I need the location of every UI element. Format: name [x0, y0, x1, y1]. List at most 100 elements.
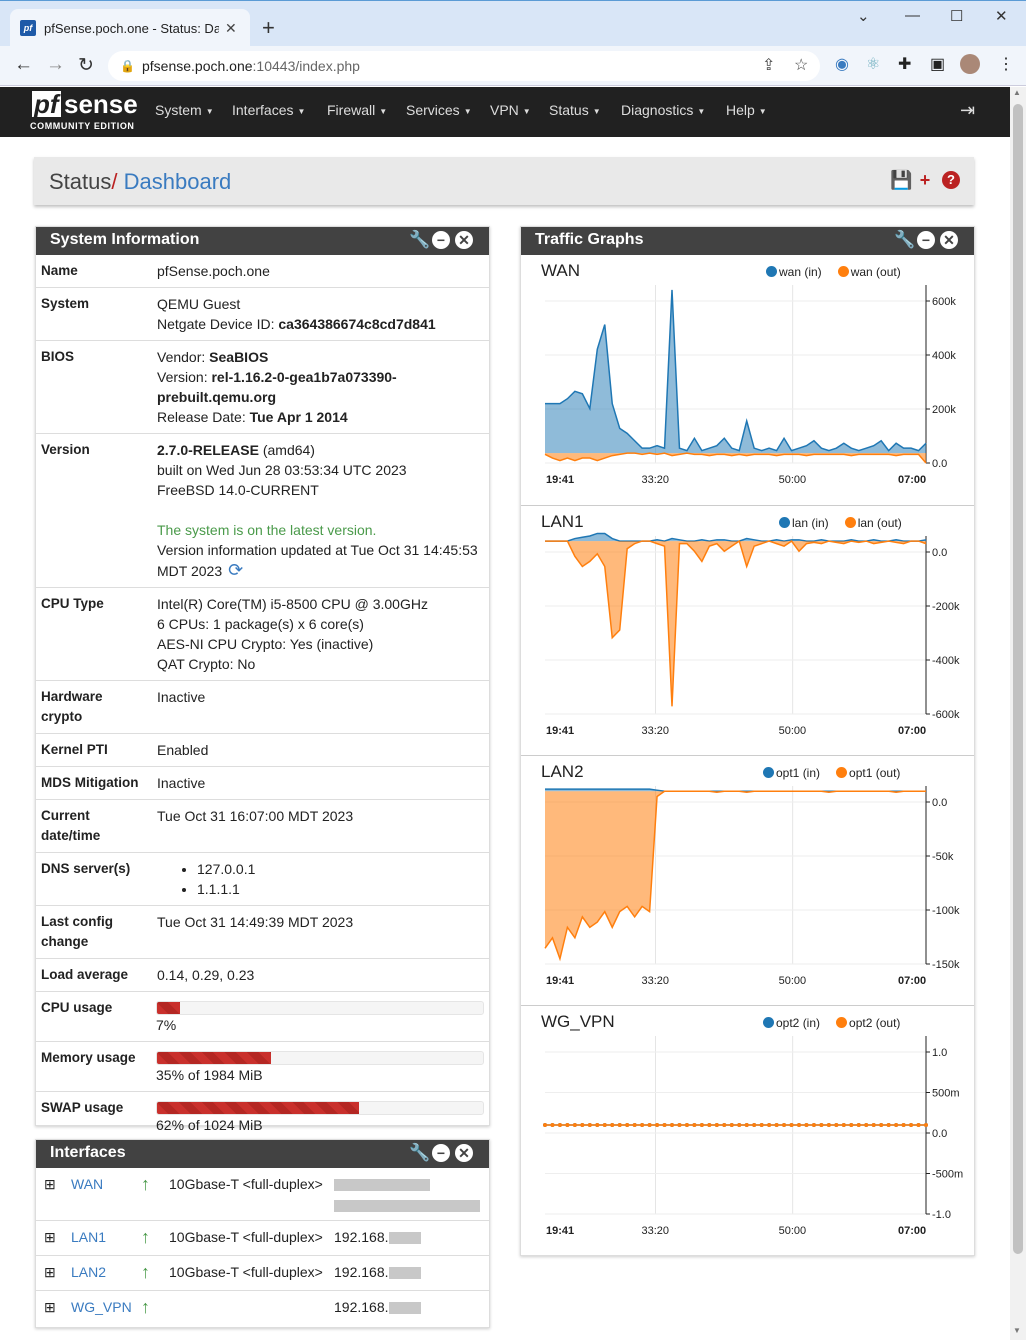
graph-wan: 600k 400k 200k 0.0 19:41 33:20 50:00 07:00 WAN …: [521, 255, 974, 505]
interface-media: 10Gbase-T <full-duplex>: [169, 1264, 323, 1280]
avatar[interactable]: [960, 54, 980, 74]
page-title[interactable]: Dashboard: [123, 169, 232, 194]
data-point: [699, 1123, 704, 1127]
new-tab-icon[interactable]: +: [262, 15, 275, 40]
y-tick-label: 500m: [932, 1088, 960, 1100]
breadcrumb-separator: /: [111, 169, 118, 194]
browser-tab[interactable]: pf pfSense.poch.one - Status: Dashb ✕: [10, 9, 250, 47]
minimize-icon[interactable]: —: [905, 7, 920, 24]
bookmark-star-icon[interactable]: ☆: [794, 57, 809, 74]
panel-title: Traffic Graphs: [535, 231, 644, 248]
cpu-usage-label: 7%: [156, 1017, 177, 1033]
data-point: [692, 1123, 697, 1127]
menu-help[interactable]: Help ▼: [726, 102, 767, 118]
extensions-puzzle-icon[interactable]: ✚: [898, 56, 912, 73]
row-value: 0.14, 0.29, 0.23: [157, 967, 255, 983]
legend-in[interactable]: wan (in): [766, 265, 822, 279]
row-value: Tue Oct 31 16:07:00 MDT 2023: [157, 808, 354, 824]
logout-icon[interactable]: ⇥: [960, 100, 976, 120]
menu-vpn[interactable]: VPN ▼: [490, 102, 531, 118]
graph-lan1: 0.0 -200k -400k -600k 19:41 33:20 50:00 07:00 L…: [521, 505, 974, 755]
in-line: [545, 289, 927, 452]
interface-link-wg-vpn[interactable]: WG_VPN: [71, 1299, 132, 1315]
menu-system[interactable]: System ▼: [155, 102, 214, 118]
share-icon[interactable]: ⇪: [762, 57, 776, 74]
minimize-panel-icon[interactable]: −: [917, 231, 935, 249]
save-icon[interactable]: 💾: [890, 170, 913, 190]
breadcrumb: Status/ Dashboard 💾 + ?: [34, 157, 974, 205]
row-key: Version: [41, 442, 90, 457]
legend-out[interactable]: lan (out): [844, 516, 902, 530]
breadcrumb-section: Status: [49, 169, 112, 194]
legend-out[interactable]: opt2 (out): [836, 1016, 900, 1030]
legend-label: wan (out): [850, 265, 901, 279]
browser-menu-icon[interactable]: ⋮: [998, 56, 1014, 73]
legend-dot-icon: [766, 266, 777, 277]
x-tick-label: 33:20: [641, 1225, 669, 1237]
bios-version-label: Version:: [157, 369, 208, 385]
interface-link-lan2[interactable]: LAN2: [71, 1264, 107, 1280]
menu-status[interactable]: Status ▼: [549, 102, 601, 118]
interface-link-wan[interactable]: WAN: [71, 1176, 104, 1192]
wrench-icon[interactable]: 🔧: [409, 1143, 431, 1162]
legend-dot-icon: [763, 1017, 774, 1028]
forward-icon[interactable]: →: [46, 54, 65, 75]
caret-down-icon: ▼: [297, 106, 306, 116]
side-panel-icon[interactable]: ▣: [930, 56, 946, 73]
tab-close-icon[interactable]: ✕: [225, 19, 237, 36]
table-row: DNS server(s) 127.0.0.1 1.1.1.1: [36, 852, 489, 905]
y-tick-label: -500m: [932, 1169, 963, 1181]
data-point: [684, 1123, 689, 1127]
url-input[interactable]: 🔒 pfsense.poch.one:10443/index.php: [108, 51, 820, 81]
close-panel-icon[interactable]: ✕: [455, 1144, 473, 1162]
scrollbar-thumb[interactable]: [1013, 104, 1023, 1254]
interface-ip: 192.168.: [334, 1299, 389, 1315]
reload-icon[interactable]: ↻: [78, 55, 94, 76]
wrench-icon[interactable]: 🔧: [894, 230, 916, 249]
table-row: Name pfSense.poch.one: [36, 255, 489, 287]
swap-usage-bar: [156, 1101, 484, 1115]
legend-in[interactable]: opt2 (in): [763, 1016, 820, 1030]
legend-out[interactable]: wan (out): [837, 265, 901, 279]
refresh-icon[interactable]: ⟳: [228, 560, 244, 580]
tab-search-icon[interactable]: ⌄: [857, 8, 870, 25]
wrench-icon[interactable]: 🔧: [409, 230, 431, 249]
maximize-icon[interactable]: ☐: [950, 8, 964, 25]
extension-icon[interactable]: ⚛: [866, 56, 881, 73]
data-point: [909, 1123, 914, 1127]
legend-in[interactable]: opt1 (in): [763, 766, 820, 780]
close-panel-icon[interactable]: ✕: [940, 231, 958, 249]
row-key: CPU Type: [41, 596, 104, 611]
y-tick-label: 0.0: [932, 547, 947, 559]
graph-title: LAN2: [541, 762, 584, 781]
menu-interfaces[interactable]: Interfaces ▼: [232, 102, 305, 118]
data-point: [714, 1123, 719, 1127]
menu-services[interactable]: Services ▼: [406, 102, 472, 118]
menu-diagnostics[interactable]: Diagnostics ▼: [621, 102, 705, 118]
window-close-icon[interactable]: ✕: [995, 8, 1008, 25]
scroll-down-icon[interactable]: ▼: [1013, 1326, 1021, 1335]
help-icon[interactable]: ?: [942, 171, 960, 189]
minimize-panel-icon[interactable]: −: [432, 231, 450, 249]
data-point: [565, 1123, 570, 1127]
table-row: BIOS Vendor: SeaBIOS Version: rel-1.16.2…: [36, 340, 489, 433]
interface-link-lan1[interactable]: LAN1: [71, 1229, 107, 1245]
chart-svg: 0.0 -50k -100k -150k 19:41 33:20 50:00 07:00: [544, 786, 960, 987]
row-key-cont: crypto: [41, 709, 83, 724]
menu-firewall[interactable]: Firewall ▼: [327, 102, 387, 118]
pfsense-logo[interactable]: pf sense COMMUNITY EDITION: [30, 91, 140, 133]
legend-out[interactable]: opt1 (out): [836, 766, 900, 780]
password-manager-icon[interactable]: ◉: [835, 56, 849, 73]
legend-in[interactable]: lan (in): [779, 516, 829, 530]
minimize-panel-icon[interactable]: −: [432, 1144, 450, 1162]
row-key: MDS Mitigation: [41, 775, 139, 790]
table-row: ⊞ LAN2 ↑ 10Gbase-T <full-duplex> 192.168…: [36, 1255, 489, 1290]
row-value: Tue Oct 31 14:49:39 MDT 2023: [157, 914, 354, 930]
y-tick-label: 600k: [932, 296, 956, 308]
y-tick-label: 400k: [932, 350, 956, 362]
back-icon[interactable]: ←: [14, 54, 33, 75]
data-point: [782, 1123, 787, 1127]
add-widget-icon[interactable]: +: [919, 170, 931, 190]
close-panel-icon[interactable]: ✕: [455, 231, 473, 249]
scroll-up-icon[interactable]: ▲: [1013, 88, 1021, 97]
